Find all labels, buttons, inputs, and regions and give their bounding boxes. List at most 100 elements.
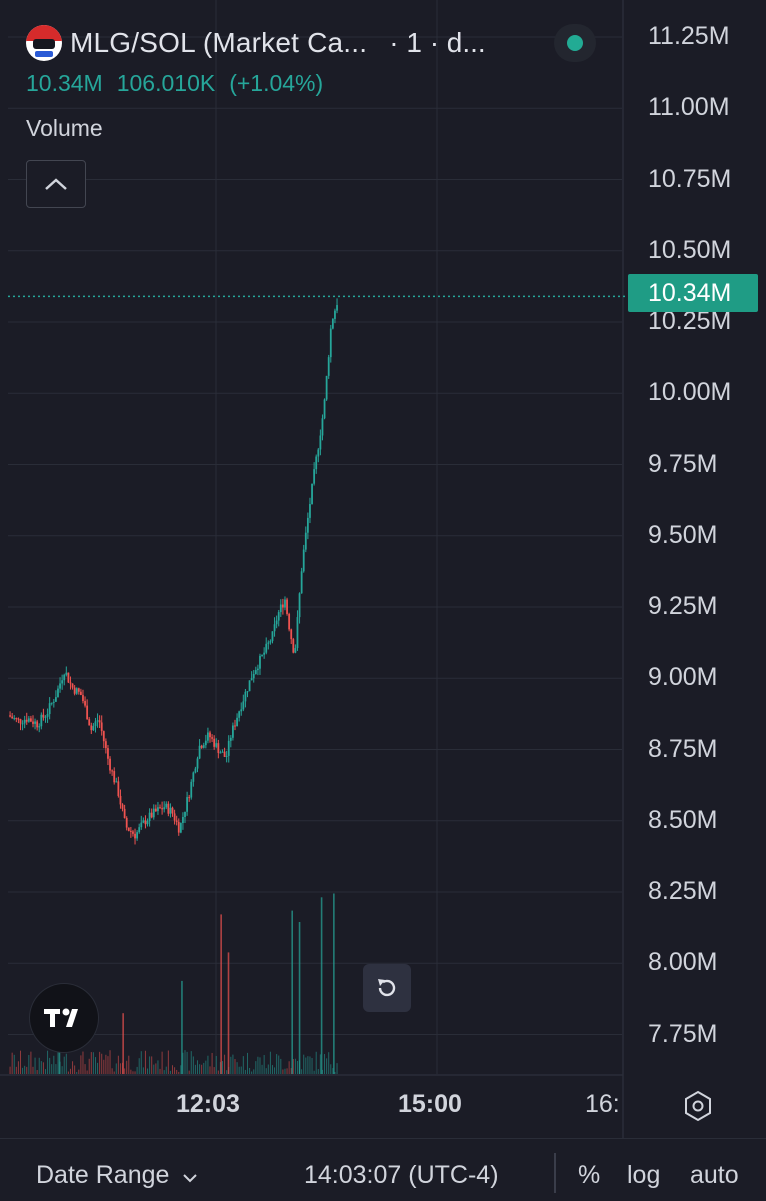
volume-bar <box>311 1057 313 1074</box>
date-range-button[interactable]: Date Range <box>36 1161 198 1190</box>
change-percent: (+1.04%) <box>229 70 324 96</box>
candle-body <box>123 808 126 818</box>
volume-bar <box>15 1066 17 1074</box>
price-axis-label: 8.00M <box>648 948 718 977</box>
volume-bar <box>61 1066 63 1074</box>
candle-body <box>334 310 336 319</box>
candle-body <box>227 740 230 756</box>
reset-chart-button[interactable] <box>363 964 411 1012</box>
candle-body <box>236 717 238 727</box>
candle-body <box>309 504 311 518</box>
time-label-16: 16: <box>585 1090 620 1118</box>
candle-body <box>40 714 43 727</box>
volume-bar <box>22 1067 24 1074</box>
volume-bar <box>307 1056 309 1074</box>
volume-spike <box>320 897 323 1074</box>
volume-bar <box>178 1071 180 1074</box>
candle-body <box>167 803 170 814</box>
volume-bar <box>282 1069 284 1074</box>
candle-body <box>77 688 80 692</box>
candle-body <box>119 795 122 805</box>
settings-hexagon-icon[interactable] <box>680 1088 716 1124</box>
candle-body <box>179 823 182 833</box>
volume-bar <box>303 1054 305 1074</box>
volume-bar <box>257 1056 259 1074</box>
symbol-title[interactable]: MLG/SOL (Market Ca... <box>70 27 368 58</box>
volume-bar <box>140 1051 142 1074</box>
volume-bar <box>242 1056 244 1074</box>
price-axis-label: 11.00M <box>648 93 730 122</box>
candle-body <box>84 700 86 706</box>
volume-bar <box>174 1067 176 1074</box>
candle-body <box>46 713 49 717</box>
volume-bar <box>263 1055 265 1074</box>
volume-bar <box>65 1053 67 1074</box>
volume-bar <box>30 1051 32 1074</box>
candle-body <box>90 725 93 731</box>
candle-body <box>292 639 295 653</box>
volume-bar <box>17 1061 19 1074</box>
volume-bar <box>324 1054 326 1074</box>
current-price-tag: 10.34M <box>628 274 758 312</box>
volume-bar <box>40 1061 42 1074</box>
market-status-button[interactable] <box>554 24 596 62</box>
volume-bar <box>144 1050 146 1074</box>
price-axis-label: 10.75M <box>648 164 732 193</box>
candle-body <box>157 807 159 812</box>
candle-body <box>150 812 153 818</box>
price-candles <box>9 298 338 845</box>
candle-body <box>136 832 139 839</box>
volume-bar <box>101 1053 103 1074</box>
volume-bar <box>232 1054 234 1074</box>
volume-bar <box>267 1064 269 1074</box>
volume-bar <box>76 1071 78 1074</box>
price-axis-label: 9.75M <box>648 449 718 478</box>
candle-body <box>132 831 134 834</box>
date-range-label: Date Range <box>36 1161 170 1189</box>
collapse-legend-button[interactable] <box>26 160 86 208</box>
volume-bar <box>199 1064 201 1074</box>
candle-body <box>127 827 130 831</box>
volume-bar <box>197 1060 199 1074</box>
volume-bar <box>38 1057 40 1074</box>
candle-body <box>146 820 149 825</box>
volume-bar <box>265 1068 267 1074</box>
price-axis-label: 8.25M <box>648 877 718 905</box>
candle-body <box>288 613 291 630</box>
volume-bar <box>103 1059 105 1074</box>
candle-body <box>96 720 99 722</box>
log-toggle[interactable]: log <box>627 1161 661 1189</box>
candle-body <box>152 808 155 818</box>
interval-label[interactable]: · 1 · d... <box>389 27 486 58</box>
volume-bar <box>90 1052 92 1074</box>
time-label-1500: 15:00 <box>398 1090 462 1118</box>
clock-time[interactable]: 14:03:07 (UTC-4) <box>304 1161 499 1189</box>
auto-toggle[interactable]: auto <box>690 1161 739 1189</box>
candle-body <box>229 737 232 741</box>
price-axis-label: 8.50M <box>648 805 718 834</box>
candle-body <box>61 680 64 684</box>
candle-body <box>306 517 309 533</box>
volume-bar <box>28 1054 30 1074</box>
volume-bar <box>163 1070 165 1074</box>
candle-body <box>321 418 324 436</box>
percent-toggle[interactable]: % <box>578 1161 601 1189</box>
volume-bar <box>221 1061 223 1074</box>
candle-body <box>67 672 70 683</box>
tradingview-logo-icon[interactable] <box>30 984 98 1052</box>
volume-bar <box>128 1055 130 1074</box>
volume-legend-label[interactable]: Volume <box>26 115 103 141</box>
candle-body <box>219 752 222 754</box>
candle-body <box>217 743 220 753</box>
candle-body <box>313 469 316 484</box>
volume-bar <box>26 1066 28 1074</box>
candle-body <box>221 751 224 753</box>
volume-bar <box>255 1061 257 1074</box>
volume-bar <box>167 1050 169 1074</box>
candle-body <box>252 673 255 679</box>
price-axis-label: 9.25M <box>648 592 718 620</box>
candle-body <box>115 781 118 783</box>
price-axis-label: 11.25M <box>648 22 730 50</box>
volume-bar <box>99 1051 101 1074</box>
